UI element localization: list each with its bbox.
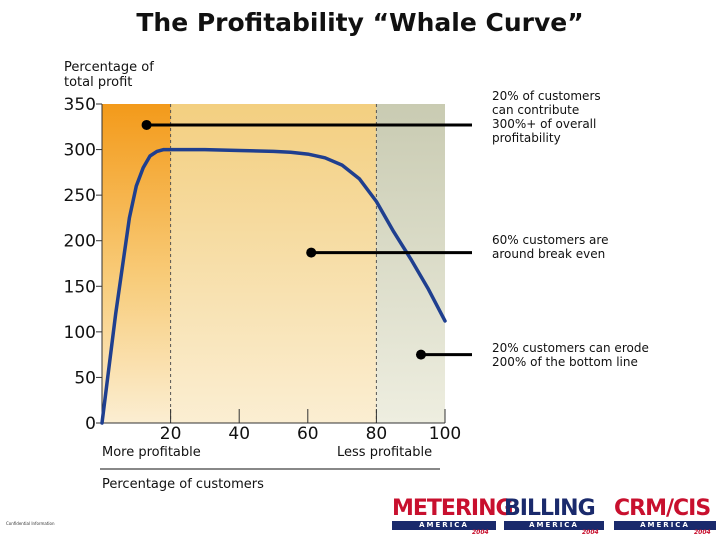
billing-logo-word: BILLING	[504, 496, 596, 521]
metering-logo-year: 2004	[472, 529, 489, 536]
region-break-even	[170, 104, 377, 423]
annotation-middle: 60% customers are around break even	[492, 233, 712, 261]
x-left-label: More profitable	[102, 445, 201, 460]
annotation-bottom-line-1: 20% customers can erode	[492, 341, 649, 355]
y-axis-title-line-2: total profit	[64, 75, 133, 90]
profit-curve-line	[100, 147, 447, 425]
y-tick-label: 250	[64, 186, 96, 206]
annotation-middle-line-1: 60% customers are	[492, 233, 609, 247]
crm-cis-america-logo: CRM/CIS AMERICA 2004	[614, 496, 718, 536]
annotation-dot-2	[306, 247, 317, 258]
x-tick-label: 80	[366, 424, 388, 444]
x-tick-label: 100	[429, 424, 461, 444]
metering-logo-band: AMERICA	[392, 521, 496, 530]
chart-title: The Profitability “Whale Curve”	[136, 8, 584, 37]
annotation-bottom-line-2: 200% of the bottom line	[492, 355, 638, 369]
crm-logo-year: 2004	[694, 529, 711, 536]
annotation-bottom: 20% customers can erode 200% of the bott…	[492, 341, 712, 369]
annotation-top-line-1: 20% of customers	[492, 89, 601, 103]
annotation-dot-1	[141, 119, 152, 130]
annotation-top-line-2: can contribute	[492, 103, 580, 117]
sponsor-logos: METERING AMERICA 2004 BILLING AMERICA 20…	[392, 496, 718, 536]
footer-confidential: Confidential Information	[6, 521, 55, 526]
y-tick-label: 150	[64, 277, 96, 297]
annotation-top-line-3: 300%+ of overall	[492, 117, 597, 131]
y-tick-label: 100	[64, 323, 96, 343]
metering-america-logo: METERING AMERICA 2004	[392, 496, 514, 536]
region-most-profitable	[102, 104, 171, 423]
x-tick-label: 20	[160, 424, 182, 444]
y-tick-label: 50	[74, 368, 96, 388]
crm-logo-band: AMERICA	[614, 521, 716, 530]
y-tick-label: 0	[85, 414, 96, 434]
y-axis-title: Percentage of total profit	[64, 60, 154, 90]
y-tick-label: 350	[64, 95, 96, 115]
crm-logo-word: CRM/CIS	[614, 496, 711, 521]
annotation-top: 20% of customers can contribute 300%+ of…	[492, 89, 712, 145]
billing-logo-band: AMERICA	[504, 521, 604, 530]
annotation-middle-line-2: around break even	[492, 247, 606, 261]
x-tick-label: 40	[228, 424, 250, 444]
x-right-label: Less profitable	[337, 445, 433, 460]
x-axis-title: Percentage of customers	[102, 477, 264, 492]
annotation-dot-3	[415, 349, 426, 360]
y-axis-title-line-1: Percentage of	[64, 60, 154, 75]
billing-logo-year: 2004	[582, 529, 599, 536]
y-tick-label: 200	[64, 232, 96, 252]
metering-logo-word: METERING	[392, 496, 514, 521]
annotation-top-line-4: profitability	[492, 131, 561, 145]
billing-america-logo: BILLING AMERICA 2004	[504, 496, 608, 536]
x-tick-label: 60	[297, 424, 319, 444]
region-least-profitable	[376, 104, 445, 423]
y-tick-label: 300	[64, 141, 96, 161]
